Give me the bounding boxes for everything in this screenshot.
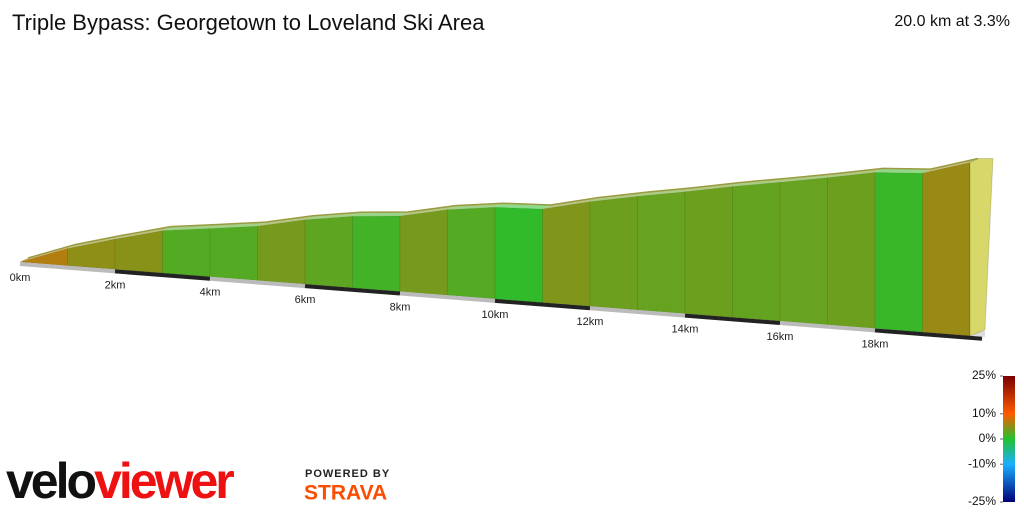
x-tick-band — [589, 306, 686, 318]
profile-top — [827, 168, 883, 178]
x-tick-band — [304, 284, 401, 296]
profile-segment — [352, 215, 401, 292]
profile-segment — [209, 225, 258, 281]
x-tick-label: 0km — [10, 272, 31, 284]
colorbar-label: -10% — [968, 456, 996, 470]
profile-top — [590, 192, 646, 202]
profile-segment — [399, 209, 448, 296]
profile-segment — [874, 172, 923, 333]
profile-segment — [257, 219, 306, 285]
profile-segment — [922, 162, 971, 337]
x-tick-label: 14km — [672, 324, 699, 336]
logo-viewer: viewer — [94, 453, 234, 509]
profile-top — [305, 212, 361, 220]
profile-segment — [637, 191, 686, 314]
x-tick-label: 8km — [390, 301, 411, 313]
profile-top — [637, 187, 693, 197]
profile-segment — [494, 206, 543, 303]
profile-outline — [27, 157, 979, 259]
x-tick-label: 6km — [295, 294, 316, 306]
strava-logo: STRAVA — [304, 482, 387, 505]
colorbar — [1003, 376, 1015, 502]
profile-segment — [684, 186, 733, 318]
x-tick-band — [114, 269, 211, 281]
powered-by: POWERED BY — [305, 468, 390, 480]
x-tick-label: 16km — [767, 331, 794, 343]
profile-segment — [542, 201, 591, 307]
logo: veloviewer — [6, 453, 234, 509]
x-tick-band — [19, 262, 116, 274]
profile-top — [780, 173, 836, 183]
profile-top — [732, 178, 788, 187]
profile-top — [162, 224, 218, 231]
colorbar-label: -25% — [968, 494, 996, 508]
summary: 20.0 km at 3.3% — [894, 13, 1010, 30]
x-tick-label: 4km — [200, 287, 221, 299]
profile-segment — [589, 195, 638, 311]
x-tick-label: 18km — [862, 338, 889, 350]
profile-top — [352, 212, 408, 217]
profile-segment — [447, 206, 496, 300]
x-tick-band — [684, 313, 781, 326]
profile-segment — [732, 181, 781, 322]
profile-top — [685, 182, 741, 192]
x-tick-label: 10km — [482, 309, 509, 321]
profile-segment — [779, 177, 828, 326]
profile-top — [447, 203, 503, 210]
x-tick-band — [209, 276, 306, 289]
x-tick-label: 2km — [105, 279, 126, 291]
x-tick-label: 12km — [577, 316, 604, 328]
chart-title: Triple Bypass: Georgetown to Loveland Sk… — [12, 10, 485, 35]
x-tick-band — [779, 321, 876, 333]
profile-end — [969, 158, 994, 337]
profile-top — [210, 222, 266, 229]
x-tick-band — [399, 291, 496, 303]
profile-segment — [827, 172, 876, 329]
colorbar-label: 0% — [979, 431, 997, 445]
x-tick-band — [494, 298, 591, 311]
logo-velo: velo — [6, 453, 96, 509]
profile-segment — [162, 228, 211, 278]
colorbar-label: 25% — [972, 368, 996, 382]
profile-segment — [304, 215, 353, 289]
x-tick-band — [874, 328, 983, 341]
colorbar-label: 10% — [972, 406, 996, 420]
